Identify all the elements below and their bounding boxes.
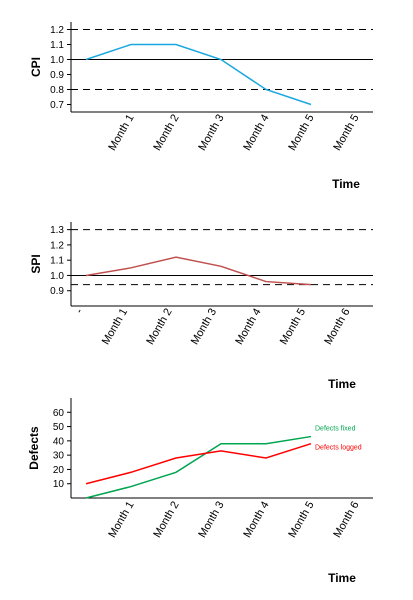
- x-tick-label-5: Month 5: [286, 500, 316, 540]
- x-tick-label-2: Month 1: [100, 307, 130, 347]
- y-tick-label-3: 30: [53, 451, 65, 462]
- y-tick-label-2: 20: [53, 465, 65, 476]
- series-line-1: [85, 256, 312, 286]
- chart-1: 0.7 0.8 0.9 1.0 1.1 1.2 CPI Month 1 Month 2 Month…: [29, 22, 373, 191]
- x-axis-title: Time: [332, 177, 360, 191]
- x-tick-label-6: Month 6: [331, 500, 361, 540]
- y-axis-title: Defects: [27, 426, 41, 470]
- x-axis-title: Time: [328, 377, 356, 391]
- x-tick-label-5: Month 5: [286, 113, 316, 153]
- y-axis-title: CPI: [29, 57, 43, 77]
- x-tick-label-2: Month 2: [151, 500, 181, 540]
- x-tick-label-4: Month 4: [241, 113, 271, 153]
- y-tick-label-4: 40: [53, 436, 65, 447]
- chart-3: 10 20 30 40 50 60 Defects Month 1 Month 2 Month 3…: [27, 398, 373, 585]
- x-tick-label-5: Month 4: [233, 307, 263, 347]
- x-tick-label-1: Month 1: [106, 113, 136, 153]
- y-tick-label-4: 1.0: [50, 55, 64, 66]
- x-tick-label-3: Month 3: [196, 113, 226, 153]
- x-tick-label-7: Month 6: [322, 307, 352, 347]
- x-tick-label-2: Month 2: [151, 113, 181, 153]
- series-label-1: Defects fixed: [315, 426, 356, 433]
- y-tick-label-5: 50: [53, 422, 65, 433]
- x-tick-label-3: Month 3: [196, 500, 226, 540]
- x-tick-label-1: -: [73, 306, 85, 315]
- x-tick-label-1: Month 1: [106, 500, 136, 540]
- y-tick-label-4: 1.2: [50, 240, 64, 251]
- y-tick-label-6: 60: [53, 408, 65, 419]
- series-line-1: [85, 435, 312, 499]
- y-tick-label-5: 1.1: [50, 40, 64, 51]
- y-tick-label-5: 1.3: [50, 225, 64, 236]
- y-tick-label-3: 0.9: [50, 70, 64, 81]
- series-line-1: [85, 43, 312, 106]
- y-tick-label-2: 0.8: [50, 85, 64, 96]
- chart-2: 0.9 1.0 1.1 1.2 1.3 SPI - Month 1 Month 2 Month 3…: [29, 222, 373, 391]
- x-tick-label-3: Month 2: [144, 307, 174, 347]
- x-tick-label-4: Month 3: [189, 307, 219, 347]
- series-label-2: Defects logged: [315, 445, 362, 452]
- y-tick-label-6: 1.2: [50, 25, 64, 36]
- x-tick-label-6: Month 5: [278, 307, 308, 347]
- y-tick-label-1: 10: [53, 479, 65, 490]
- y-tick-label-3: 1.1: [50, 256, 64, 267]
- y-tick-label-2: 1.0: [50, 271, 64, 282]
- x-tick-label-4: Month 4: [241, 500, 271, 540]
- y-tick-label-1: 0.7: [50, 100, 64, 111]
- y-axis-title: SPI: [29, 254, 43, 273]
- x-tick-label-6: Month 5: [331, 113, 361, 153]
- x-axis-title: Time: [328, 571, 356, 585]
- y-tick-label-1: 0.9: [50, 286, 64, 297]
- series-line-2: [85, 442, 312, 485]
